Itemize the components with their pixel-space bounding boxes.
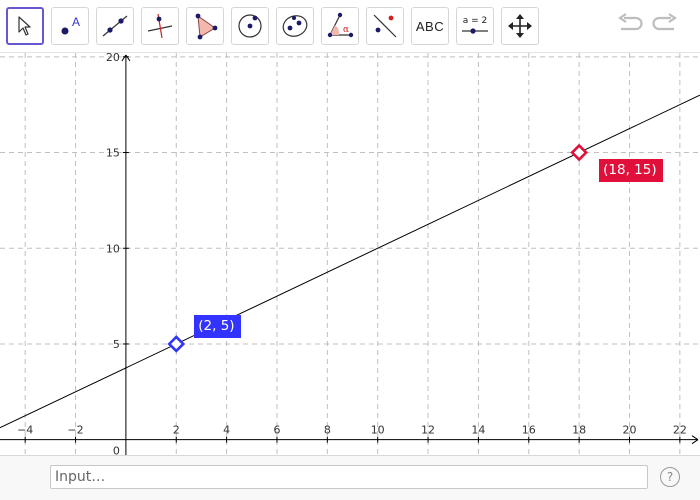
input-field[interactable] <box>50 465 648 489</box>
x-tick-label: −4 <box>17 424 33 437</box>
redo-button[interactable] <box>651 12 681 40</box>
ellipse-icon <box>280 11 310 41</box>
coordinate-plane[interactable]: −4 −2 2 4 6 8 10 12 14 16 18 20 22 5 10 15 20 0 <box>0 53 700 455</box>
point-label[interactable]: (2, 5) <box>194 314 241 338</box>
ellipse-tool[interactable] <box>276 7 314 45</box>
polygon-tool[interactable] <box>186 7 224 45</box>
undo-button[interactable] <box>614 12 644 40</box>
text-icon: ABC <box>415 18 445 34</box>
move-graphics-view-tool[interactable] <box>501 7 539 45</box>
x-tick-label: 22 <box>673 424 687 437</box>
move-arrows-icon <box>507 13 533 39</box>
slider-icon-text: a = 2 <box>463 16 488 26</box>
slider-tool[interactable]: a = 2 <box>456 7 494 45</box>
y-tick-label: 20 <box>106 53 120 64</box>
circle-tool[interactable] <box>231 7 269 45</box>
slider-icon: a = 2 <box>459 11 491 41</box>
undo-icon <box>615 13 643 39</box>
x-tick-label: 2 <box>173 424 180 437</box>
y-tick-label: 5 <box>113 338 120 351</box>
circle-center-point-icon <box>235 11 265 41</box>
angle-icon: α <box>325 11 355 41</box>
perpendicular-line-tool[interactable] <box>141 7 179 45</box>
x-tick-label: 6 <box>273 424 280 437</box>
perpendicular-line-icon <box>145 11 175 41</box>
move-tool[interactable] <box>6 7 44 45</box>
point-icon: A <box>56 12 84 40</box>
text-tool[interactable]: ABC <box>411 7 449 45</box>
line-through-points[interactable] <box>0 94 700 429</box>
input-bar: ? <box>0 455 700 500</box>
point-label[interactable]: (18, 15) <box>599 158 663 182</box>
x-tick-label: 10 <box>371 424 385 437</box>
x-tick-label: 4 <box>223 424 230 437</box>
y-tick-label: 10 <box>106 242 120 255</box>
point-icon-letter: A <box>72 15 80 29</box>
line-tool[interactable] <box>96 7 134 45</box>
x-tick-label: 8 <box>324 424 331 437</box>
x-tick-label: 20 <box>622 424 636 437</box>
polygon-icon <box>190 11 220 41</box>
point-marker[interactable] <box>570 143 588 162</box>
angle-tool[interactable]: α <box>321 7 359 45</box>
x-tick-label: 18 <box>572 424 586 437</box>
origin-label: 0 <box>113 445 120 455</box>
x-axis-arrow <box>691 435 699 445</box>
cursor-arrow-icon <box>16 15 34 37</box>
line-through-points-icon <box>100 11 130 41</box>
point-marker[interactable] <box>167 335 186 353</box>
redo-icon <box>652 13 680 39</box>
x-tick-label: 14 <box>471 424 485 437</box>
x-tick-label: 16 <box>522 424 536 437</box>
y-axis-arrow <box>121 54 131 62</box>
toolbar: A <box>0 0 700 53</box>
help-icon: ? <box>666 470 674 484</box>
x-tick-label: −2 <box>67 424 83 437</box>
point-tool[interactable]: A <box>51 7 89 45</box>
help-button[interactable]: ? <box>660 467 680 487</box>
graphics-view[interactable]: −4 −2 2 4 6 8 10 12 14 16 18 20 22 5 10 15 20 0 (2, 5) (18… <box>0 53 700 455</box>
reflect-tool[interactable] <box>366 7 404 45</box>
reflect-about-line-icon <box>370 11 400 41</box>
angle-icon-alpha: α <box>343 25 349 35</box>
x-tick-label: 12 <box>421 424 435 437</box>
y-tick-label: 15 <box>106 147 120 160</box>
